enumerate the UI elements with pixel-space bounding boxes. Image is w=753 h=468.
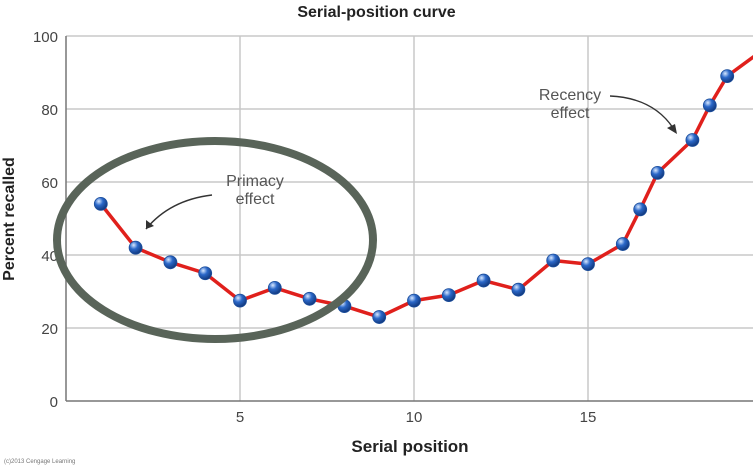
data-point	[267, 280, 282, 295]
recency-arrow	[609, 95, 676, 132]
data-point	[233, 293, 247, 308]
data-point	[163, 255, 178, 270]
y-tick-label: 20	[41, 321, 58, 338]
y-tick-label: 40	[41, 248, 58, 265]
data-point	[650, 165, 665, 180]
data-point	[685, 133, 700, 147]
recency-annotation: Recency effect	[525, 87, 615, 123]
data-point	[581, 257, 595, 272]
y-axis-label: Percent recalled	[1, 157, 18, 281]
x-tick-label: 15	[580, 409, 597, 426]
axes	[65, 36, 753, 402]
data-point	[702, 98, 717, 113]
y-tick-label: 100	[33, 29, 58, 46]
copyright-credit: (c)2013 Cengage Learning	[4, 459, 76, 465]
recency-annotation-line1: Recency	[538, 87, 602, 104]
chart-title: Serial-position curve	[297, 4, 456, 21]
primacy-highlight-circle	[53, 137, 377, 343]
y-tick-label: 80	[41, 102, 58, 119]
primacy-arrowhead	[146, 220, 154, 229]
data-point	[511, 282, 526, 297]
data-point	[633, 202, 648, 217]
data-series	[93, 55, 753, 324]
grid-lines	[66, 35, 753, 401]
primacy-annotation: Primacy effect	[210, 173, 300, 209]
data-point	[93, 196, 108, 211]
data-point	[372, 310, 387, 324]
series-line	[99, 55, 753, 319]
x-axis-label: Serial position	[351, 437, 469, 456]
data-point	[407, 293, 421, 308]
tick-labels: 0204060801005101520	[33, 29, 597, 426]
x-tick-label: 10	[406, 409, 423, 426]
recency-annotation-line2: effect	[550, 105, 590, 122]
data-point	[720, 69, 735, 84]
data-point	[128, 240, 143, 255]
primacy-annotation-line2: effect	[235, 191, 275, 208]
annotation-arrows	[145, 95, 677, 230]
data-point	[198, 266, 213, 281]
primacy-arrow	[145, 194, 213, 230]
data-point	[441, 288, 456, 303]
data-point	[546, 253, 561, 268]
data-point	[615, 237, 630, 251]
recency-arrowhead	[667, 124, 677, 134]
primacy-annotation-line1: Primacy	[226, 173, 284, 190]
y-tick-label: 0	[50, 394, 58, 411]
data-point	[302, 291, 317, 306]
data-point	[476, 273, 491, 288]
y-tick-label: 60	[41, 175, 58, 192]
x-tick-label: 5	[236, 409, 244, 426]
